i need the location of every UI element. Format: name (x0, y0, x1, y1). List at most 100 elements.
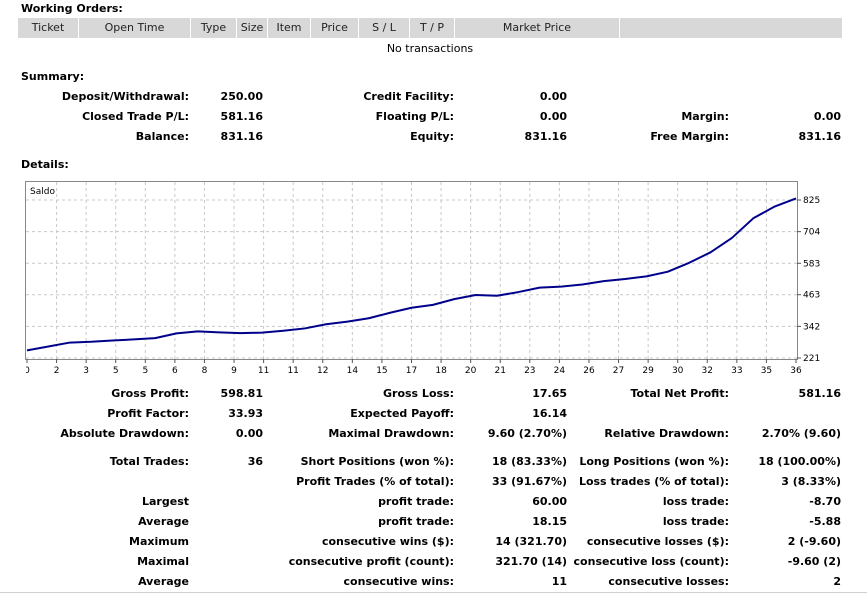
column-header-market-price[interactable]: Market Price (455, 18, 620, 38)
x-tick-label: 5 (142, 366, 148, 376)
x-tick-label: 9 (231, 366, 237, 376)
x-tick-label: 6 (172, 366, 178, 376)
summary-value: 831.16 (220, 130, 263, 143)
y-tick-label: 463 (803, 291, 820, 301)
summary-title: Summary: (21, 70, 85, 83)
x-tick-label: 32 (702, 366, 713, 376)
x-tick-label: 30 (672, 366, 684, 376)
y-tick-label: 221 (803, 354, 820, 364)
column-header-size[interactable]: Size (237, 18, 268, 38)
empty-orders-message: No transactions (386, 42, 474, 55)
summary-label: Equity: (410, 130, 454, 143)
stat-value: 9.60 (2.70%) (487, 427, 567, 440)
column-header-ticket[interactable]: Ticket (18, 18, 79, 38)
stat-label: Short Positions (won %): (300, 455, 454, 468)
stat-value: 16.14 (532, 407, 567, 420)
stat-label: loss trade: (662, 515, 729, 528)
stat-value: 0.00 (235, 427, 263, 440)
legend-label-saldo: Saldo (30, 187, 55, 197)
x-tick-label: 17 (406, 366, 417, 376)
stat-label: Long Positions (won %): (579, 455, 729, 468)
y-tick-label: 342 (803, 322, 820, 332)
stat-value: 11 (551, 575, 567, 588)
stat-value: 60.00 (532, 495, 567, 508)
column-header-price[interactable]: Price (311, 18, 359, 38)
stat-label: Average (138, 575, 189, 588)
summary-label: Closed Trade P/L: (82, 110, 189, 123)
stat-value: 18 (100.00%) (758, 455, 841, 468)
stat-label: profit trade: (378, 515, 454, 528)
series-line-saldo (26, 197, 797, 352)
stat-value: -8.70 (809, 495, 841, 508)
y-tick-label: 704 (803, 228, 820, 238)
stat-value: 2 (-9.60) (787, 535, 841, 548)
x-tick-label: 27 (613, 366, 624, 376)
stat-label: Total Net Profit: (630, 387, 730, 400)
stat-label: Maximal Drawdown: (328, 427, 454, 440)
stat-label: Profit Factor: (107, 407, 189, 420)
summary-value: 581.16 (220, 110, 263, 123)
stat-value: -9.60 (2) (787, 555, 841, 568)
x-tick-label: 3 (83, 366, 89, 376)
summary-value: 831.16 (524, 130, 567, 143)
x-tick-label: 21 (495, 366, 506, 376)
stat-value: 2.70% (9.60) (761, 427, 841, 440)
stat-label: Average (138, 515, 189, 528)
stat-value: 2 (833, 575, 841, 588)
x-tick-label: 18 (435, 366, 447, 376)
working-orders-title: Working Orders: (21, 2, 123, 15)
x-tick-label: 23 (524, 366, 535, 376)
summary-label: Floating P/L: (375, 110, 454, 123)
summary-value: 0.00 (539, 110, 567, 123)
summary-value: 250.00 (220, 90, 263, 103)
stat-label: consecutive wins: (343, 575, 454, 588)
column-header-comment[interactable] (620, 18, 842, 38)
summary-value: 0.00 (813, 110, 841, 123)
stat-label: consecutive wins ($): (321, 535, 454, 548)
column-header-tp[interactable]: T / P (410, 18, 455, 38)
stat-label: Maximum (129, 535, 189, 548)
x-tick-label: 8 (202, 366, 208, 376)
stat-label: Relative Drawdown: (604, 427, 729, 440)
bottom-divider (0, 592, 867, 593)
stat-label: profit trade: (378, 495, 454, 508)
x-tick-label: 15 (376, 366, 387, 376)
x-tick-label: 26 (583, 366, 595, 376)
stat-value: -5.88 (809, 515, 841, 528)
y-tick-label: 825 (803, 196, 820, 206)
stat-label: Expected Payoff: (350, 407, 454, 420)
stat-value: 18.15 (532, 515, 567, 528)
stat-value: 33 (91.67%) (491, 475, 567, 488)
stat-label: consecutive loss (count): (573, 555, 729, 568)
stat-label: Largest (142, 495, 189, 508)
summary-value: 831.16 (798, 130, 841, 143)
stat-value: 3 (8.33%) (781, 475, 841, 488)
stat-label: Total Trades: (109, 455, 189, 468)
stat-label: consecutive profit (count): (288, 555, 454, 568)
stat-value: 321.70 (14) (495, 555, 567, 568)
summary-label: Deposit/Withdrawal: (61, 90, 189, 103)
x-tick-label: 33 (731, 366, 742, 376)
stat-label: consecutive losses ($): (586, 535, 729, 548)
x-tick-label: 11 (287, 366, 298, 376)
summary-value: 0.00 (539, 90, 567, 103)
column-header-open-time[interactable]: Open Time (79, 18, 191, 38)
column-header-type[interactable]: Type (191, 18, 237, 38)
x-tick-label: 29 (642, 366, 654, 376)
x-tick-label: 2 (54, 366, 60, 376)
x-tick-label: 12 (317, 366, 328, 376)
y-tick-label: 583 (803, 259, 820, 269)
summary-label: Margin: (681, 110, 729, 123)
x-tick-label: 35 (761, 366, 772, 376)
stat-value: 36 (247, 455, 263, 468)
stat-label: Gross Profit: (111, 387, 189, 400)
stat-label: Loss trades (% of total): (578, 475, 729, 488)
column-header-sl[interactable]: S / L (359, 18, 410, 38)
stat-label: Profit Trades (% of total): (296, 475, 454, 488)
x-tick-label: 14 (347, 366, 359, 376)
x-tick-label: 24 (554, 366, 566, 376)
stat-value: 33.93 (228, 407, 263, 420)
column-header-item[interactable]: Item (268, 18, 311, 38)
x-tick-label: 20 (465, 366, 477, 376)
